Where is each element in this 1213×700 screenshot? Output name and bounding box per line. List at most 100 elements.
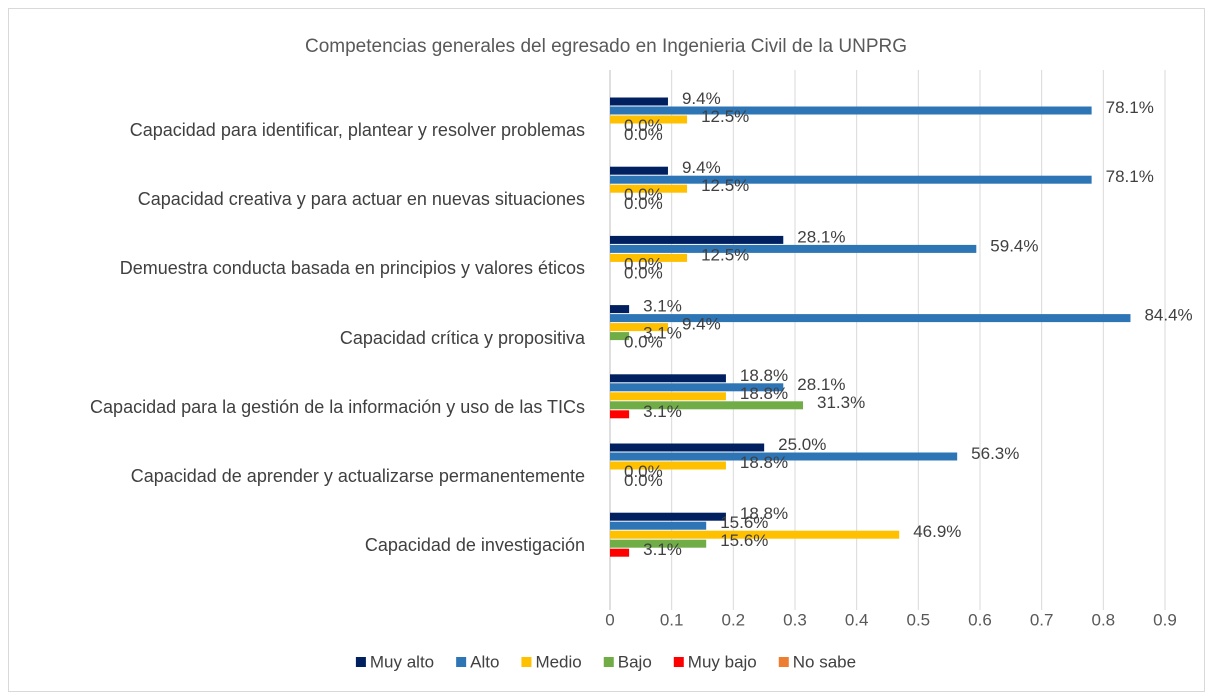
data-label: 15.6% [720,513,768,532]
category-text: Capacidad creativa y para actuar en nuev… [137,189,585,210]
data-label: 0.0% [624,194,663,213]
bar [610,530,900,539]
x-tick-label: 0.9 [1153,610,1177,629]
data-label: 0.0% [624,333,663,352]
legend-swatch [778,657,789,667]
data-label: 3.1% [643,324,682,343]
legend-label: No sabe [793,652,856,671]
category-text: Capacidad crítica y propositiva [339,327,585,348]
category-text: Capacidad para la gestión de la informac… [90,396,585,417]
bar [610,512,726,521]
bar [610,521,707,530]
legend-label: Muy bajo [688,652,757,671]
bar [610,305,630,314]
category-text: Capacidad de aprender y actualizarse per… [130,466,585,486]
data-label: 78.1% [1106,98,1154,117]
bar [610,461,726,470]
data-label: 31.3% [817,393,865,412]
data-label: 46.9% [913,522,961,541]
category-text: Capacidad para identificar, plantear y r… [129,120,585,140]
bar [610,443,765,452]
legend-label: Alto [470,652,499,671]
bar [610,452,958,461]
x-tick-label: 0.7 [1030,610,1054,629]
legend-label: Bajo [618,652,652,671]
bar [610,548,630,557]
legend-label: Muy alto [370,652,434,671]
data-label: 0.0% [624,185,663,204]
y-tick-label: Capacidad de aprender y actualizarse per… [40,464,585,488]
x-tick-label: 0.1 [660,610,684,629]
data-label: 84.4% [1144,306,1192,325]
legend-swatch [673,657,684,667]
data-label: 0.0% [624,254,663,273]
bar [610,374,726,383]
data-label: 9.4% [682,315,721,334]
bar [610,323,668,332]
y-tick-label: Capacidad crítica y propositiva [40,326,585,350]
legend-swatch [521,657,532,667]
y-tick-label: Demuestra conducta basada en principios … [40,256,585,280]
x-tick-label: 0.8 [1092,610,1116,629]
data-label: 25.0% [778,435,826,454]
bar [610,97,668,106]
legend-swatch [603,657,614,667]
legend-label: Medio [535,652,581,671]
x-tick-label: 0.2 [722,610,746,629]
category-text: Demuestra conducta basada en principios … [119,258,585,279]
bar [610,106,1092,115]
data-label: 56.3% [971,444,1019,463]
x-tick-label: 0.6 [968,610,992,629]
data-label: 0.0% [624,125,663,144]
bar [610,332,630,341]
bar [610,410,630,419]
data-label: 18.8% [740,504,788,523]
chart-border [8,8,1205,692]
y-tick-label: Capacidad para identificar, plantear y r… [40,118,585,142]
data-label: 3.1% [643,540,682,559]
bar [610,184,688,193]
data-label: 0.0% [624,263,663,282]
data-label: 28.1% [797,375,845,394]
bar [610,235,784,244]
bar [610,253,688,262]
data-label: 12.5% [701,107,749,126]
data-label: 0.0% [624,471,663,490]
bar [610,175,1092,184]
chart-title: Competencias generales del egresado en I… [305,36,907,57]
data-label: 78.1% [1106,167,1154,186]
data-label: 18.8% [740,366,788,385]
data-label: 18.8% [740,453,788,472]
data-label: 18.8% [740,384,788,403]
data-label: 9.4% [682,89,721,108]
legend-swatch [355,657,366,667]
data-label: 0.0% [624,462,663,481]
bar [610,401,804,410]
data-label: 28.1% [797,227,845,246]
data-label: 59.4% [990,236,1038,255]
bar [610,314,1131,323]
y-tick-label: Capacidad creativa y para actuar en nuev… [40,187,585,211]
data-label: 9.4% [682,158,721,177]
data-label: 3.1% [643,297,682,316]
bar [610,244,977,253]
bar [610,166,668,175]
x-tick-label: 0.3 [783,610,807,629]
legend-swatch [456,657,467,667]
data-label: 15.6% [720,531,768,550]
category-text: Capacidad de investigación [364,535,585,556]
data-label: 12.5% [701,245,749,264]
x-tick-label: 0.5 [907,610,931,629]
bar [610,115,688,124]
y-tick-label: Capacidad de investigación [40,533,585,557]
bar [610,392,726,401]
y-tick-label: Capacidad para la gestión de la informac… [40,395,585,419]
data-label: 0.0% [624,116,663,135]
bar [610,383,784,392]
x-tick-label: 0 [605,610,614,629]
data-label: 3.1% [643,402,682,421]
data-label: 12.5% [701,176,749,195]
x-tick-label: 0.4 [845,610,869,629]
